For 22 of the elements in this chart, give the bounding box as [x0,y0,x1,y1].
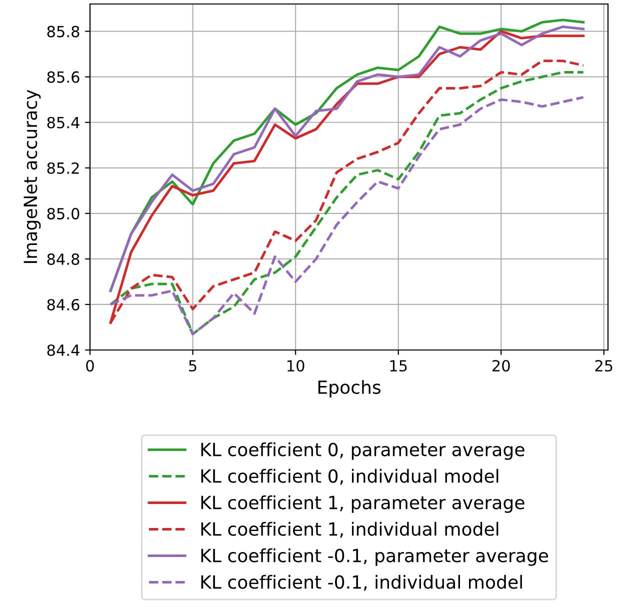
legend-label: KL coefficient -0.1, individual model [201,574,522,591]
legend-label: KL coefficient -0.1, parameter average [201,548,548,566]
y-tick-label: 85.0 [47,208,80,220]
x-tick-label: 20 [492,360,510,372]
x-tick-label: 0 [86,360,94,372]
legend-label: KL coefficient 1, individual model [201,522,498,538]
y-tick-label: 84.6 [47,298,80,310]
y-tick-label: 85.8 [47,26,80,38]
legend-label: KL coefficient 1, parameter average [201,495,524,513]
y-tick-label: 84.4 [47,344,80,356]
x-tick-label: 15 [390,360,407,372]
x-tick-label: 10 [288,360,304,372]
x-tick-label: 25 [595,360,612,372]
legend-label: KL coefficient 0, individual model [201,468,498,485]
y-tick-label: 85.2 [47,162,79,174]
x-axis-title: Epochs [318,380,380,398]
legend-label: KL coefficient 0, parameter average [201,442,524,460]
y-tick-label: 85.4 [47,116,80,128]
x-tick-label: 5 [189,360,196,372]
y-tick-label: 85.6 [47,71,80,83]
y-tick-label: 84.8 [47,253,80,265]
y-axis-title: ImageNet accuracy [24,90,41,263]
